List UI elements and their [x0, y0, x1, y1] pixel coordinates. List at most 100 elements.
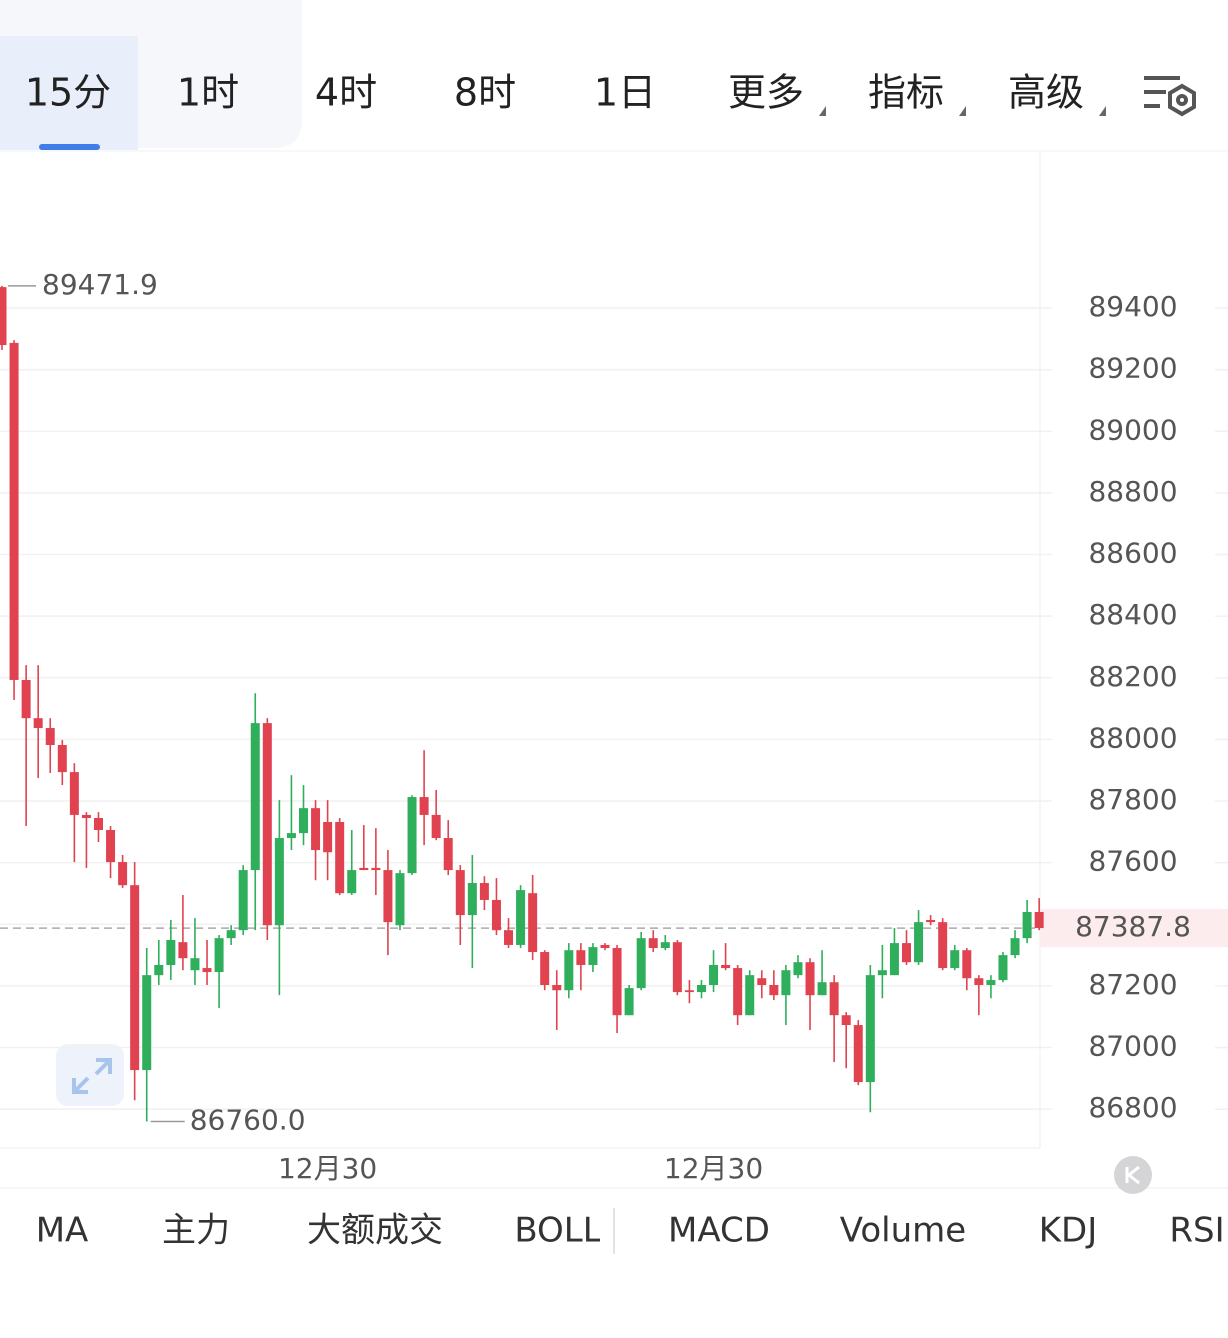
k-button[interactable] [1114, 1156, 1152, 1194]
candle-body [479, 883, 489, 900]
dropdown-arrow [959, 106, 966, 116]
candle-body [877, 970, 887, 976]
indicator-tab[interactable]: RSI [1169, 1211, 1224, 1251]
candle-body [274, 838, 284, 926]
tab[interactable]: 1时 [177, 71, 239, 115]
candle-body [33, 718, 43, 729]
candle-body [709, 964, 719, 986]
candle-body [600, 944, 610, 949]
candle-body [286, 833, 296, 839]
candle-body [178, 942, 188, 959]
y-tick-label: 88400 [1088, 598, 1177, 631]
candle-body [299, 808, 308, 834]
expand-icon [72, 1058, 112, 1094]
tab[interactable]: 8时 [454, 71, 516, 115]
y-tick-label: 88800 [1088, 475, 1177, 508]
y-tick-label: 86800 [1088, 1091, 1177, 1124]
candle-body [552, 985, 562, 991]
selected-tab-bg [0, 36, 138, 150]
candle-body [805, 962, 815, 996]
candle-body [21, 679, 31, 719]
candle-body [769, 985, 779, 996]
x-tick-label: 12月30 [278, 1152, 377, 1185]
candle-body [45, 728, 55, 745]
candle-body [467, 883, 477, 916]
candle-body [335, 822, 345, 894]
candle-body [106, 830, 116, 863]
candle-body [721, 964, 731, 969]
indicator-tab[interactable]: BOLL [514, 1211, 601, 1251]
dropdown-arrow [1099, 106, 1106, 116]
candle-body [491, 899, 501, 931]
candle-body [359, 867, 369, 871]
low-marker-label: 86760.0 [190, 1104, 306, 1137]
indicator-tab[interactable]: Volume [840, 1211, 966, 1251]
selected-tab-underline [39, 144, 100, 150]
candle-body [226, 930, 236, 939]
y-tick-label: 87800 [1088, 783, 1177, 816]
candle-body [564, 950, 574, 991]
y-tick-label: 88600 [1088, 537, 1177, 570]
candle-body [745, 975, 755, 1016]
tab[interactable]: 更多 [728, 71, 804, 115]
y-tick-label: 87000 [1088, 1030, 1177, 1063]
candle-body [528, 893, 538, 953]
indicator-tab[interactable]: MA [36, 1211, 89, 1251]
tab[interactable]: 4时 [315, 71, 377, 115]
indicator-tab[interactable]: KDJ [1039, 1211, 1098, 1251]
candle-body [383, 870, 393, 923]
settings-icon[interactable] [1144, 76, 1196, 117]
candle-body [323, 822, 333, 853]
x-tick-label: 12月30 [664, 1152, 763, 1185]
candle-body [81, 814, 91, 819]
y-tick-label: 88200 [1088, 660, 1177, 693]
candle-body [214, 938, 224, 973]
candle-body [311, 808, 321, 851]
tab[interactable]: 15分 [25, 71, 111, 115]
expand-button[interactable] [56, 1044, 124, 1106]
candle-body [504, 930, 514, 945]
candle-body [443, 838, 453, 871]
candle-body [648, 938, 658, 949]
candle-body [962, 950, 972, 979]
candle-body [636, 938, 646, 989]
indicator-tab[interactable]: 主力 [162, 1211, 230, 1251]
candle-body [853, 1025, 863, 1083]
candle-body [588, 947, 598, 965]
candle-body [166, 940, 176, 965]
candle-body [974, 978, 984, 986]
candle-body [950, 950, 960, 969]
candle-body [1034, 911, 1044, 929]
candle-body [926, 919, 936, 923]
candle-body [347, 870, 357, 894]
y-tick-label: 87200 [1088, 968, 1177, 1001]
candle-body [914, 922, 924, 963]
candle-body [696, 985, 706, 993]
candle-body [829, 982, 839, 1016]
candle-body [902, 943, 911, 963]
tab[interactable]: 高级 [1008, 71, 1084, 115]
candle-body [69, 772, 79, 815]
candle-body [817, 982, 827, 996]
candle-body [250, 723, 260, 871]
candle-body [998, 955, 1008, 981]
candle-body [190, 958, 200, 971]
candle-body [130, 885, 140, 1071]
candle-body [455, 870, 465, 916]
candle-body [672, 942, 682, 993]
indicator-tab[interactable]: MACD [668, 1211, 770, 1251]
candle-body [407, 797, 417, 874]
candle-body [612, 948, 622, 1016]
candle-body [93, 818, 103, 831]
last-price-label: 87387.8 [1075, 910, 1191, 943]
candle-body [781, 970, 791, 996]
tab[interactable]: 1日 [594, 71, 656, 115]
tab[interactable]: 指标 [868, 71, 944, 115]
candle-body [1010, 938, 1020, 956]
y-tick-label: 89000 [1088, 413, 1177, 446]
candle-body [154, 964, 164, 976]
indicator-tab[interactable]: 大额成交 [307, 1211, 443, 1251]
y-tick-label: 89400 [1088, 290, 1177, 323]
candle-body [841, 1015, 851, 1026]
candle-body [938, 922, 948, 969]
